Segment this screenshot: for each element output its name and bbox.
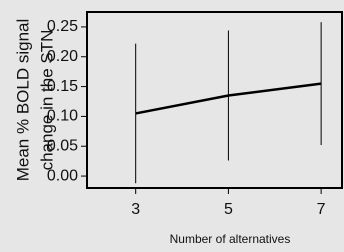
y-tick-label: 0.10	[47, 108, 78, 125]
y-tick-label: 0.25	[47, 18, 78, 35]
y-tick-label: 0.20	[47, 48, 78, 65]
y-axis-label: Mean % BOLD signal	[13, 19, 32, 182]
y-axis-label: change in the STN	[37, 30, 56, 171]
y-tick-label: 0.05	[47, 137, 78, 154]
x-tick-label: 5	[224, 201, 233, 218]
x-axis-label: Number of alternatives	[170, 232, 291, 246]
x-tick-label: 7	[317, 201, 326, 218]
y-tick-label: 0.00	[47, 167, 78, 184]
data-line	[135, 82, 322, 115]
y-tick-label: 0.15	[47, 78, 78, 95]
plot-frame	[86, 11, 343, 189]
x-tick-label: 3	[131, 201, 140, 218]
